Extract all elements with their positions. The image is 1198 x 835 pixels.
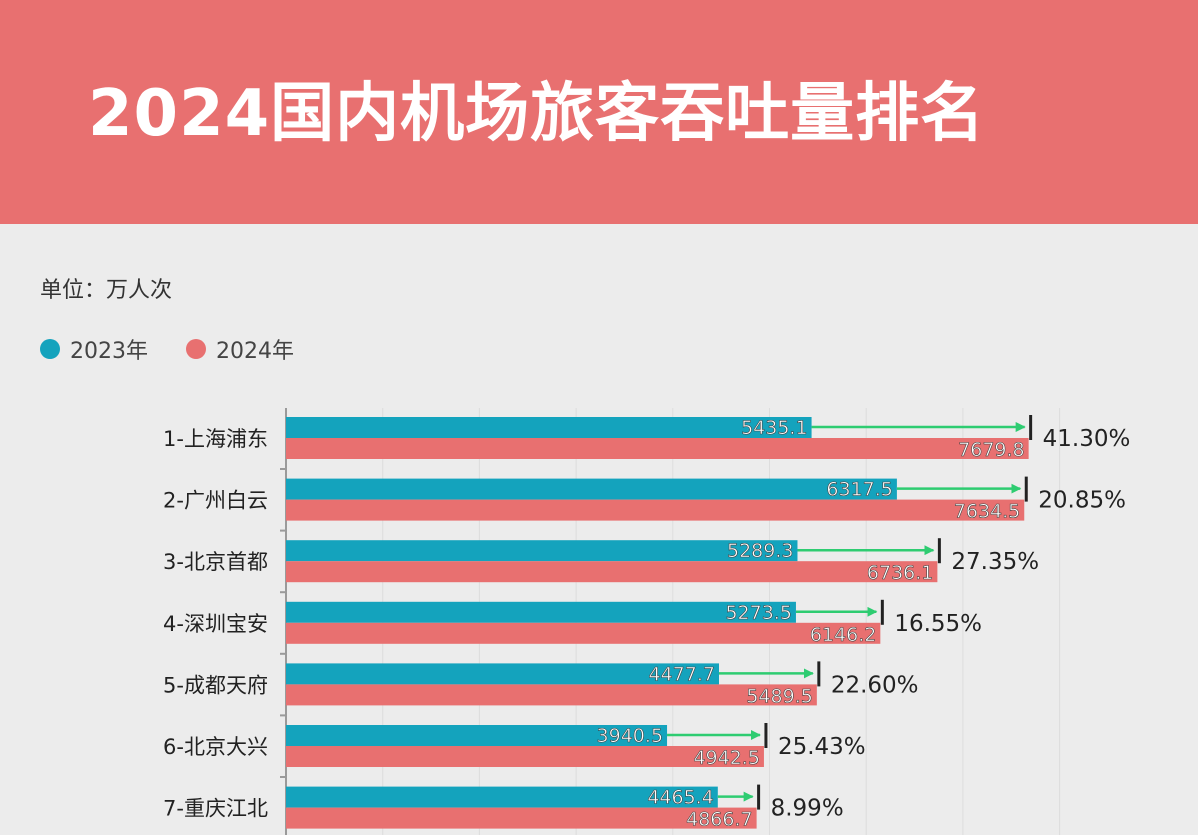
bar-2023: [286, 540, 798, 562]
bar-2023: [286, 725, 668, 746]
bar-2023: [286, 417, 812, 438]
value-label-2024: 6146.2: [810, 624, 876, 646]
category-label: 1-上海浦东: [163, 427, 268, 451]
value-label-2024: 4866.7: [686, 809, 752, 831]
growth-label: 20.85%: [1038, 488, 1126, 514]
chart-legend: 2023年 2024年: [40, 333, 332, 365]
page-title: 2024国内机场旅客吞吐量排名: [88, 77, 986, 151]
value-label-2024: 4942.5: [693, 747, 759, 769]
growth-label: 22.60%: [831, 672, 919, 698]
bar-2024: [286, 746, 764, 767]
bar-2023: [286, 786, 718, 808]
value-label-2023: 3940.5: [597, 725, 663, 747]
bar-2024: [286, 499, 1025, 521]
bar-2024: [286, 622, 881, 644]
bar-2024: [286, 438, 1029, 459]
category-label: 6-北京大兴: [163, 735, 268, 759]
value-label-2024: 5489.5: [746, 685, 812, 707]
bar-2024: [286, 807, 757, 829]
value-label-2023: 4465.4: [647, 787, 713, 809]
bar-2024: [286, 561, 938, 583]
bar-2024: [286, 684, 817, 706]
value-label-2024: 6736.1: [867, 562, 933, 584]
category-label: 7-重庆江北: [163, 797, 268, 821]
growth-label: 16.55%: [894, 611, 982, 637]
value-label-2023: 5273.5: [725, 602, 791, 624]
value-label-2024: 7679.8: [958, 439, 1024, 461]
category-label: 5-成都天府: [163, 673, 268, 697]
value-label-2023: 5435.1: [741, 417, 807, 439]
bar-2023: [286, 663, 719, 685]
legend-item-2023: 2023年: [40, 333, 148, 365]
legend-dot-2023: [40, 339, 60, 359]
value-label-2024: 7634.5: [954, 501, 1020, 523]
category-label: 3-北京首都: [163, 550, 268, 574]
growth-label: 8.99%: [771, 796, 844, 822]
bar-2023: [286, 601, 796, 623]
legend-label-2024: 2024年: [216, 339, 294, 364]
growth-label: 25.43%: [778, 734, 866, 760]
legend-dot-2024: [186, 339, 206, 359]
value-label-2023: 6317.5: [826, 479, 892, 501]
header-banner: 2024国内机场旅客吞吐量排名: [0, 0, 1198, 224]
legend-item-2024: 2024年: [186, 333, 294, 365]
category-label: 2-广州白云: [163, 489, 268, 513]
bar-2023: [286, 478, 897, 500]
growth-label: 27.35%: [951, 549, 1039, 575]
unit-label: 单位：万人次: [40, 278, 173, 303]
growth-label: 41.30%: [1043, 426, 1131, 452]
category-label: 4-深圳宝安: [163, 612, 268, 636]
value-label-2023: 4477.7: [649, 663, 715, 685]
legend-label-2023: 2023年: [70, 339, 148, 364]
value-label-2023: 5289.3: [727, 540, 793, 562]
